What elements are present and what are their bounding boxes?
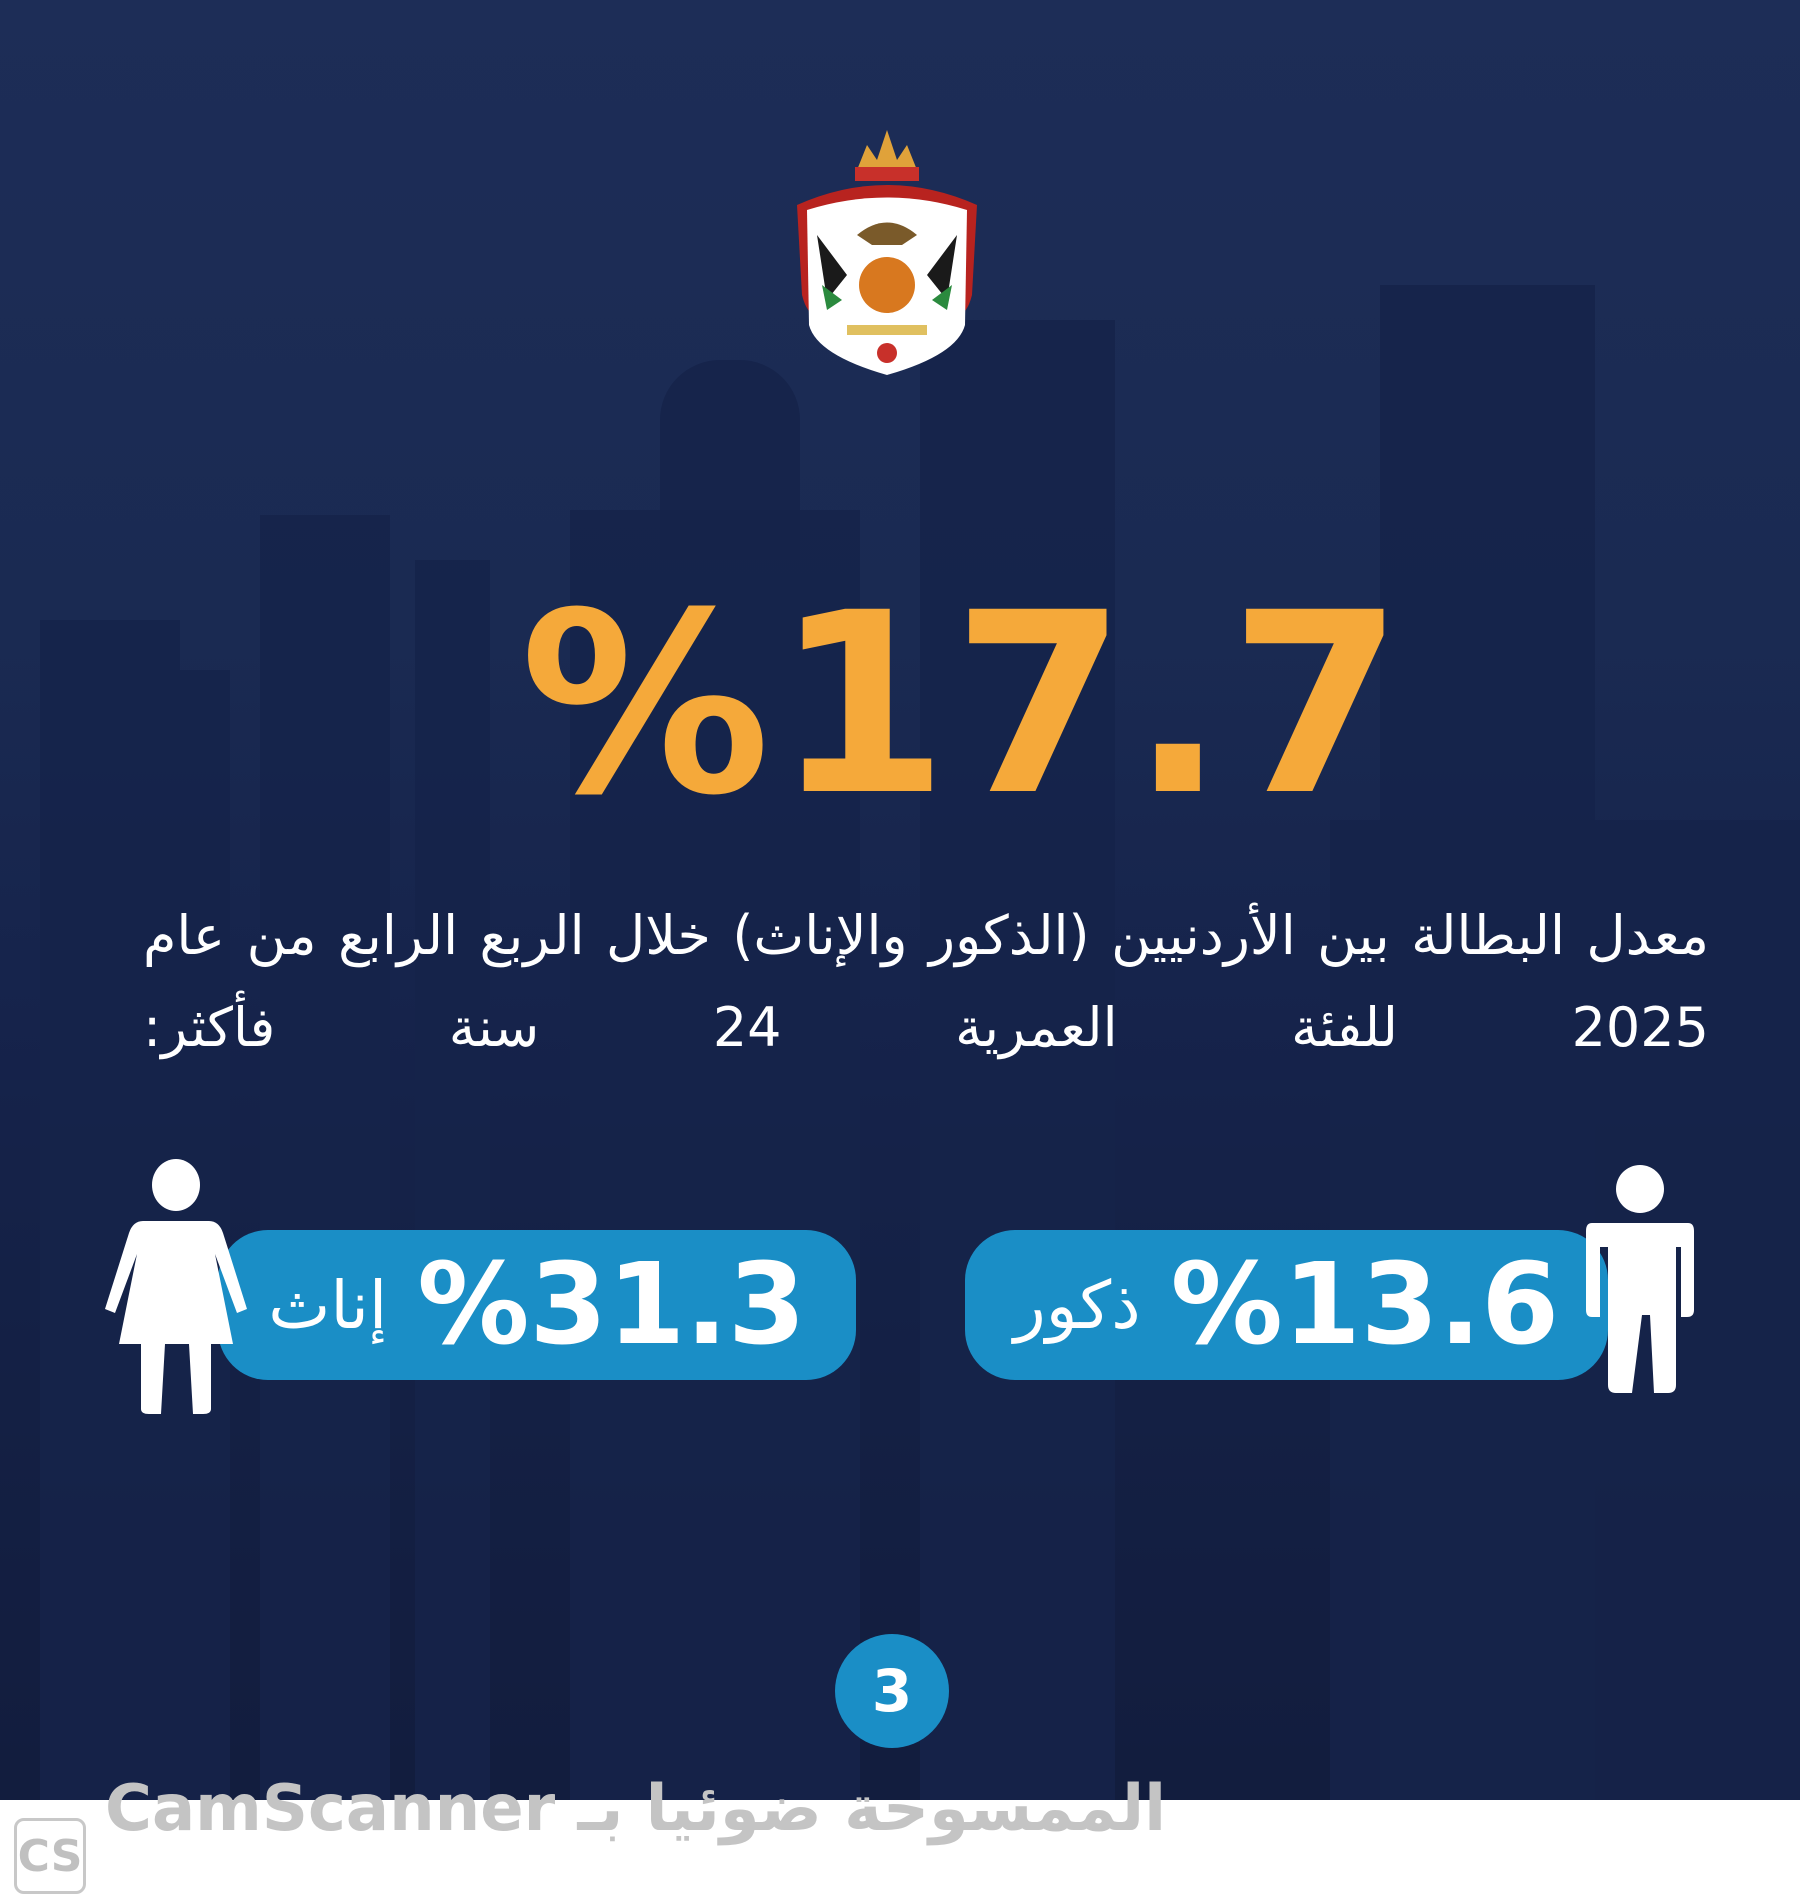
jordan-coat-of-arms-emblem bbox=[797, 130, 977, 375]
male-figure-icon bbox=[1586, 1165, 1694, 1393]
overall-unemployment-rate: %17.7 bbox=[520, 559, 1408, 850]
male-rate-pill: %13.6 ذكور bbox=[965, 1230, 1608, 1380]
female-figure-icon bbox=[105, 1159, 247, 1414]
infographic-poster: %17.7 معدل البطالة بين الأردنيين (الذكور… bbox=[0, 0, 1800, 1800]
camscanner-logo: CS bbox=[14, 1818, 86, 1894]
male-rate-value: %13.6 bbox=[1170, 1240, 1560, 1370]
female-rate-pill: %31.3 إناث bbox=[218, 1230, 856, 1380]
description-text: معدل البطالة بين الأردنيين (الذكور والإن… bbox=[143, 904, 1709, 1059]
male-label: ذكور bbox=[1013, 1266, 1141, 1344]
female-rate-value: %31.3 bbox=[417, 1240, 806, 1370]
camscanner-watermark: CS الممسوحة ضوئيا بـ CamScanner bbox=[0, 1772, 1800, 1903]
watermark-text: الممسوحة ضوئيا بـ CamScanner bbox=[105, 1772, 1167, 1846]
female-label: إناث bbox=[268, 1266, 388, 1344]
page-number-badge: 3 bbox=[835, 1634, 949, 1748]
